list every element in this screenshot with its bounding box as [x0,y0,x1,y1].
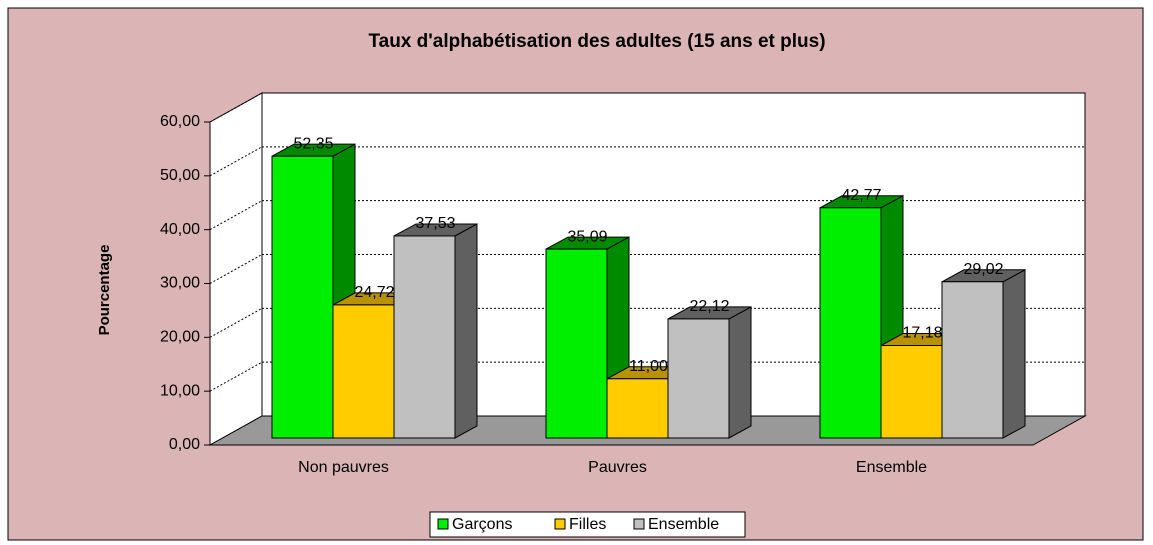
y-tick-label: 20,00 [160,329,200,346]
bar [271,155,334,439]
grid-line [209,361,263,392]
y-tick-label: 60,00 [160,113,200,130]
data-label: 17,18 [902,325,942,342]
bar [606,378,669,439]
bar-side [1002,268,1026,439]
bar [332,304,395,439]
y-tick-label: 50,00 [160,167,200,184]
x-tick-label: Pauvres [588,459,647,476]
legend [429,511,746,538]
data-label: 11,00 [629,358,668,375]
grid-line [209,307,263,338]
bar [941,281,1004,439]
grid-line [209,146,263,177]
legend-label: Ensemble [648,516,719,533]
data-label: 22,12 [689,298,729,315]
data-label: 35,09 [567,228,607,245]
chart-title: Taux d'alphabétisation des adultes (15 a… [368,31,825,52]
bar [393,235,456,439]
data-label: 42,77 [841,187,881,204]
data-label: 24,72 [354,284,394,301]
grid-line [209,92,263,123]
legend-swatch [554,518,566,530]
bar-side [728,306,752,439]
data-label: 52,35 [293,135,333,152]
grid-line [209,200,263,231]
legend-swatch [437,518,449,530]
x-tick-label: Non pauvres [298,459,389,476]
legend-swatch [633,518,645,530]
grid-line [209,254,263,284]
data-label: 29,02 [963,261,1003,278]
legend-label: Filles [569,516,606,533]
bar [880,345,943,439]
y-axis-title: Pourcentage [96,245,113,336]
bar [545,248,608,439]
y-tick-label: 0,00 [169,436,200,453]
data-label: 37,53 [415,215,455,232]
legend-label: Garçons [452,516,512,533]
bar [667,318,730,439]
y-tick-label: 40,00 [160,221,200,238]
bar-side [454,223,478,439]
y-tick-label: 30,00 [160,275,200,292]
bar [819,207,882,439]
x-tick-label: Ensemble [856,459,927,476]
y-tick-label: 10,00 [160,382,200,399]
